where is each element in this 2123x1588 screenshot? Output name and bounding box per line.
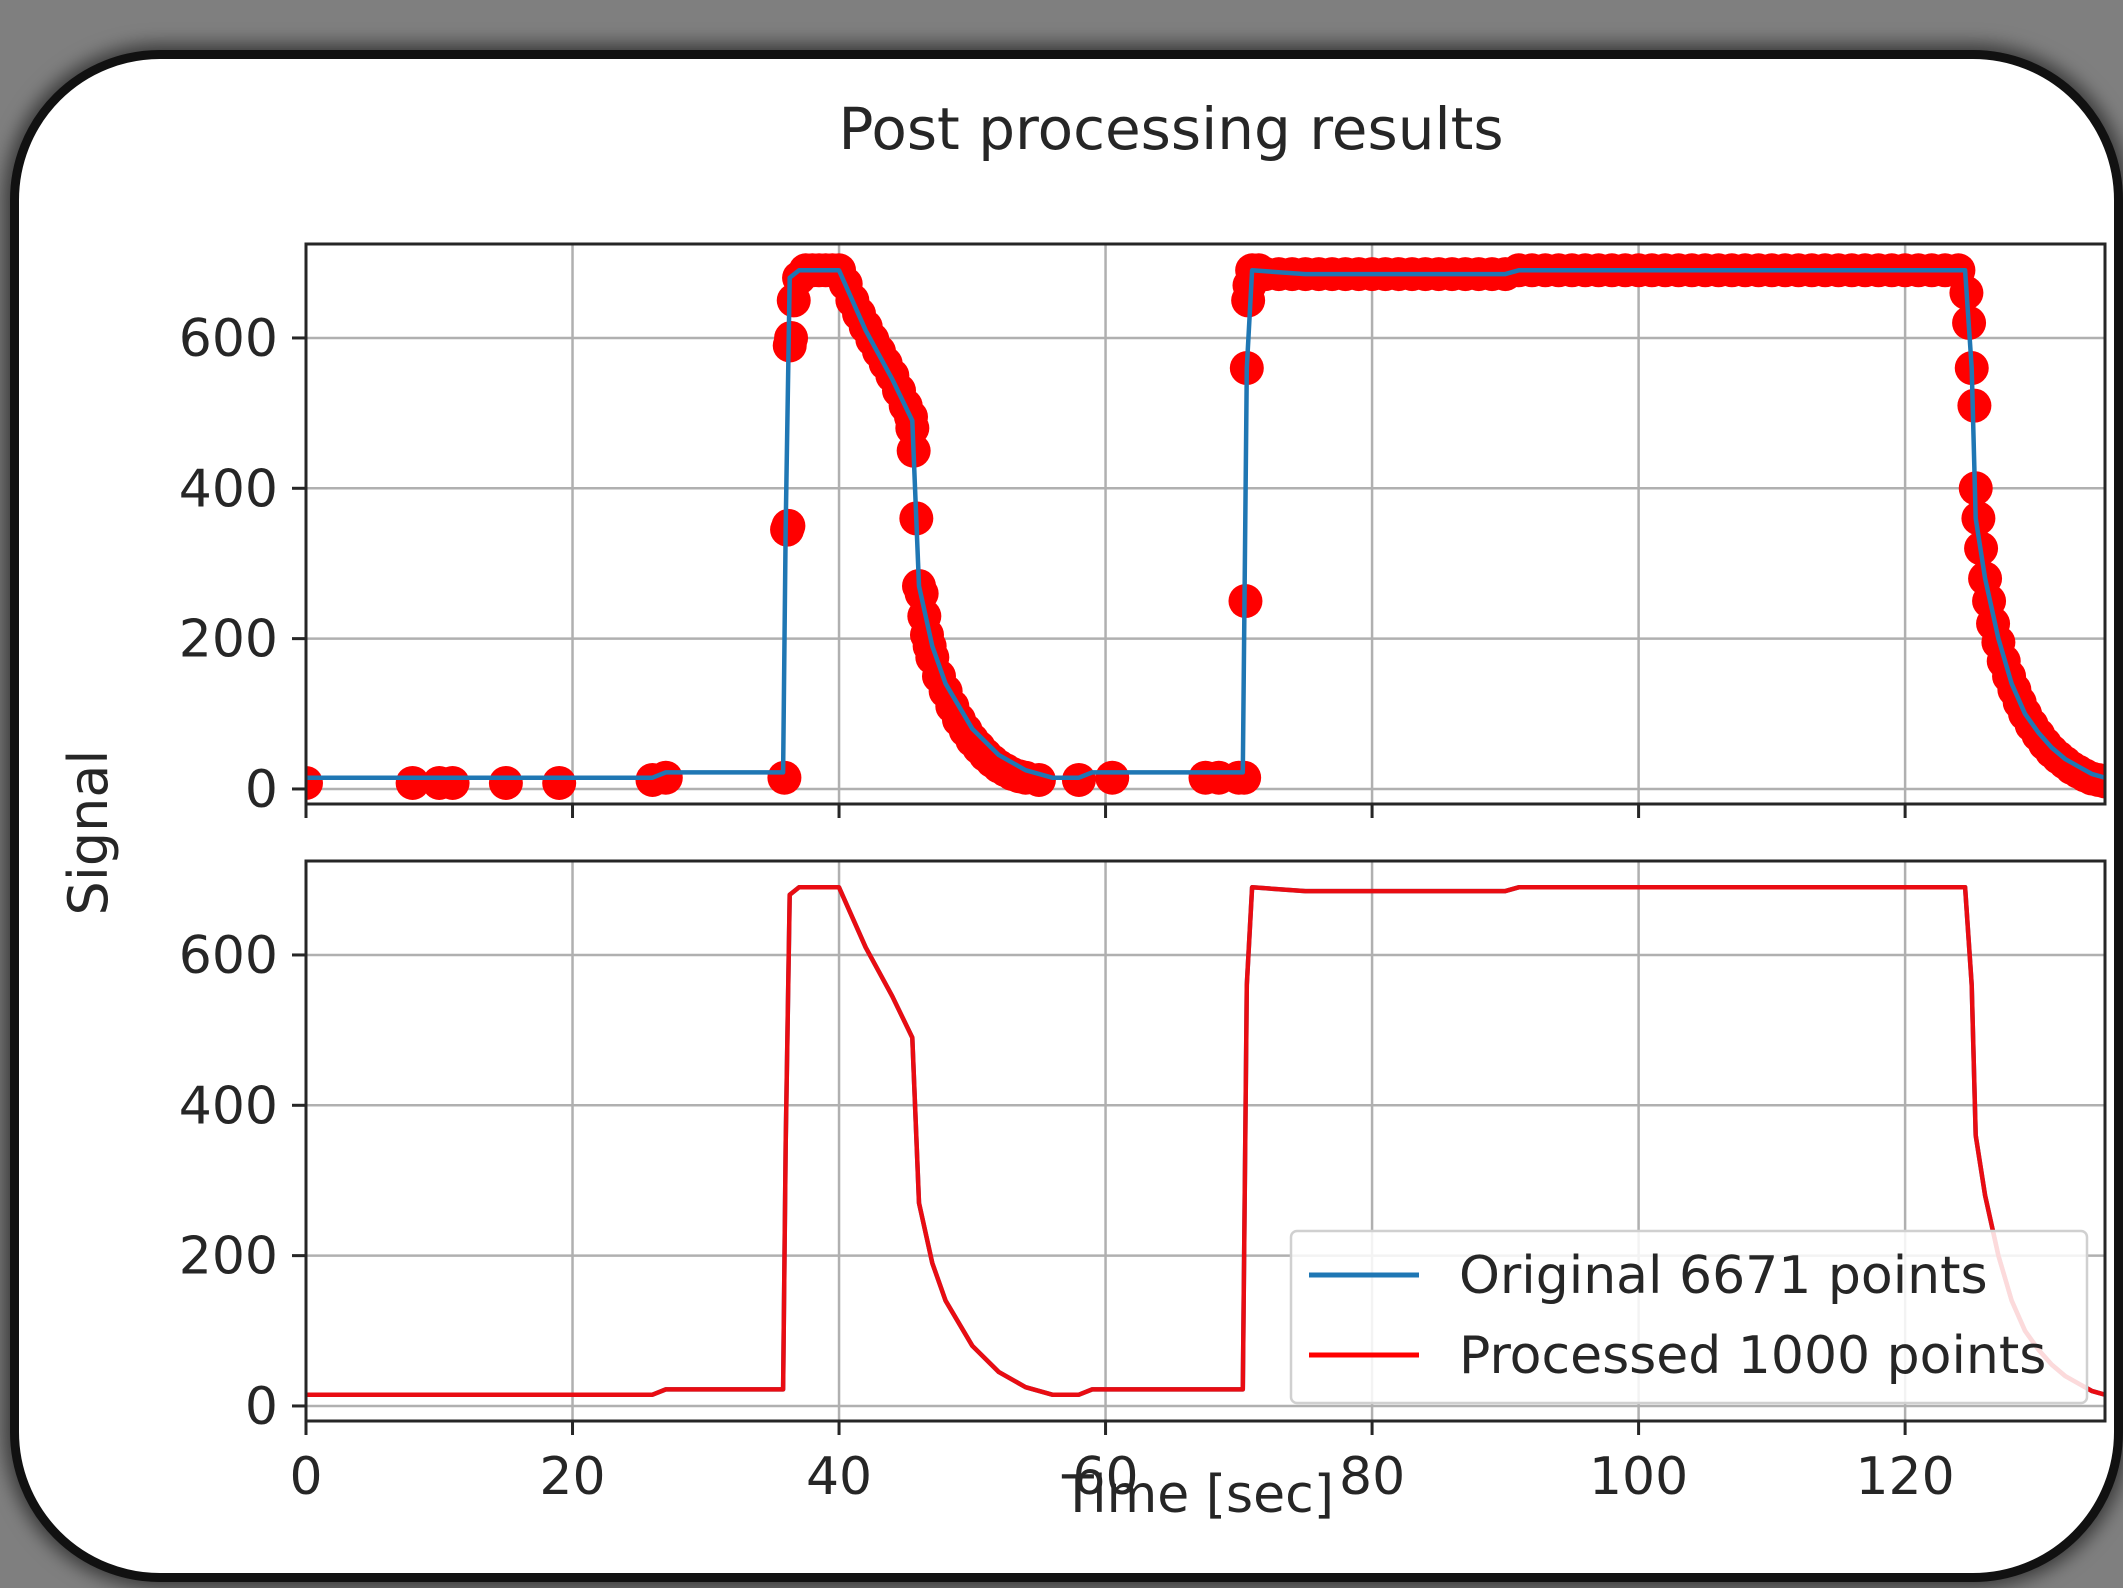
legend-box (1289, 1229, 2089, 1405)
x-tick-label: 100 (1589, 1447, 1688, 1507)
legend: Original 6671 points Processed 1000 poin… (1289, 1229, 2089, 1405)
processed-marker (488, 765, 523, 800)
legend-label-original: Original 6671 points (1459, 1246, 1988, 1306)
y-tick-label: 600 (179, 926, 278, 986)
top-panel: 0 200 400 600 (179, 242, 2107, 820)
y-tick-label: 200 (179, 1227, 278, 1287)
processed-marker (306, 765, 323, 800)
x-tick-label: 40 (806, 1447, 872, 1507)
figure-frame: Post processing results 0 200 400 600 0 200 4… (10, 50, 2123, 1582)
processed-marker (771, 508, 806, 543)
x-tick-label: 0 (289, 1447, 322, 1507)
processed-marker (1227, 760, 1262, 795)
axes-frame (304, 242, 2107, 806)
y-tick-label: 400 (179, 1076, 278, 1136)
y-tick-label: 600 (179, 309, 278, 369)
processed-marker (774, 320, 809, 355)
x-tick-label: 60 (1072, 1447, 1138, 1507)
x-tick-label: 80 (1339, 1447, 1405, 1507)
original-series-line (306, 268, 2105, 780)
processed-marker (648, 760, 683, 795)
bottom-panel: 0 200 400 600 0 20 40 60 80 100 120 (179, 859, 2107, 1507)
axes-frame (304, 859, 2107, 1423)
processed-marker (767, 760, 802, 795)
y-axis-label: Signal (57, 750, 120, 916)
y-tick-label: 0 (245, 760, 278, 820)
legend-label-processed: Processed 1000 points (1459, 1326, 2046, 1386)
top-plot-area (306, 253, 2105, 800)
x-tick-label: 20 (539, 1447, 605, 1507)
processed-marker (435, 765, 470, 800)
y-tick-label: 400 (179, 459, 278, 519)
processed-marker (1095, 760, 1130, 795)
chart-title: Post processing results (838, 95, 1503, 163)
processed-marker (395, 765, 430, 800)
x-tick-label: 120 (1855, 1447, 1954, 1507)
x-axis-label: Time [sec] (1061, 1465, 1334, 1525)
processed-marker (1021, 762, 1056, 797)
processed-marker (1961, 501, 1996, 536)
y-tick-label: 200 (179, 610, 278, 670)
y-tick-label: 0 (245, 1377, 278, 1437)
processed-marker (542, 765, 577, 800)
